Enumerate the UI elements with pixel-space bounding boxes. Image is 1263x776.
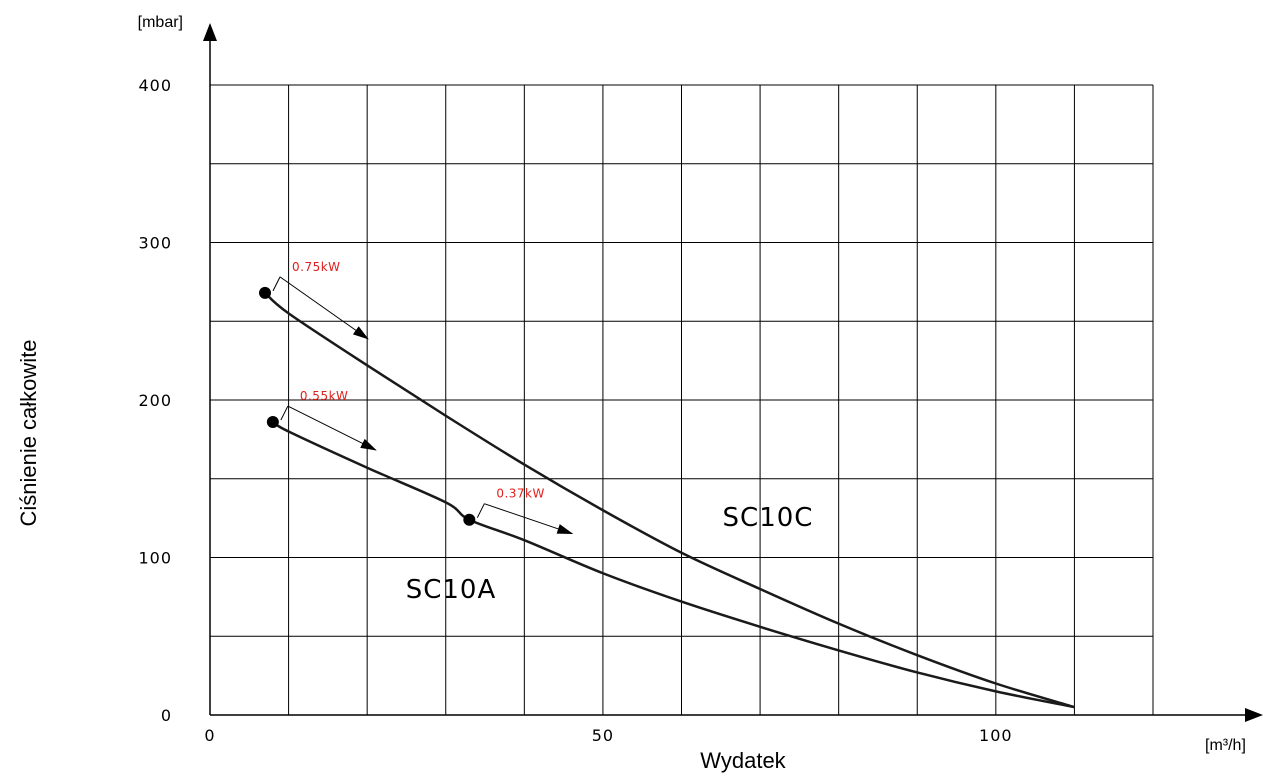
series-curves (264, 291, 1075, 709)
operating-point-dot (266, 416, 279, 429)
tick-labels: 0 100 200 300 400 0 50 100 (138, 76, 1013, 745)
series-line-sc10c (264, 291, 1075, 709)
annotation-arrow (279, 276, 369, 340)
y-axis-unit: [mbar] (138, 14, 183, 31)
power-label: 0.37kW (496, 487, 545, 501)
series-label-sc10c: SC10C (723, 503, 814, 533)
power-label: 0.55kW (300, 389, 349, 403)
series-label-sc10a: SC10A (406, 575, 497, 605)
x-axis-unit: [m³/h] (1205, 737, 1246, 754)
annotation-leader (272, 276, 281, 292)
x-axis-title: Wydatek (700, 748, 786, 773)
operating-point-dot (259, 286, 272, 299)
operating-point-dot (463, 513, 476, 526)
annotation-leader (476, 503, 485, 518)
x-tick-label: 50 (592, 726, 614, 745)
y-tick-label: 0 (161, 706, 172, 725)
power-label: 0.75kW (292, 260, 341, 274)
x-axis-arrowhead (1245, 708, 1263, 722)
x-tick-label: 0 (204, 726, 215, 745)
annotation-arrow (287, 405, 377, 451)
y-axis-title: Ciśnienie całkowite (16, 339, 41, 526)
x-tick-label: 100 (979, 726, 1013, 745)
y-tick-label: 100 (138, 549, 172, 568)
y-tick-label: 400 (138, 76, 172, 95)
chart-axes (203, 23, 1263, 722)
y-tick-label: 200 (138, 391, 172, 410)
annotation-arrow (484, 503, 574, 535)
annotation-leader (280, 405, 289, 421)
power-annotations: 0.75kW 0.55kW 0.37kW (259, 260, 574, 535)
chart-grid (209, 84, 1154, 716)
series-line-sc10a (272, 420, 1075, 709)
y-tick-label: 300 (138, 234, 172, 253)
